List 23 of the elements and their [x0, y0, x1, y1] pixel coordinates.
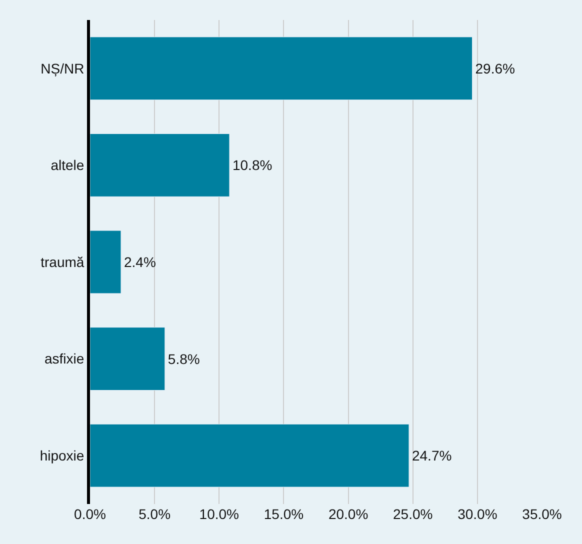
data-label: 5.8% [168, 350, 200, 367]
y-tick-label: asfixie [44, 350, 84, 367]
data-label: 10.8% [232, 157, 272, 174]
y-tick-label: traumă [40, 254, 84, 270]
bar [90, 230, 122, 294]
x-tick-label: 30.0% [458, 506, 498, 522]
y-tick-label: hipoxie [40, 448, 84, 464]
x-tick-label: 25.0% [393, 506, 433, 522]
x-tick-label: 20.0% [328, 506, 368, 522]
data-label: 2.4% [124, 254, 156, 270]
data-label: 24.7% [412, 448, 452, 464]
bar [90, 424, 410, 488]
x-tick-label: 0.0% [74, 506, 106, 522]
bar [90, 327, 166, 391]
x-tick-label: 5.0% [138, 506, 171, 522]
y-tick-label: NȘ/NR [40, 60, 84, 76]
y-tick-label: altele [50, 157, 84, 174]
data-label: 29.6% [475, 60, 515, 76]
x-tick-label: 35.0% [522, 506, 562, 522]
bar [90, 133, 230, 197]
x-tick-label: 10.0% [199, 506, 239, 522]
bar [90, 36, 473, 100]
x-tick-label: 15.0% [264, 506, 304, 522]
